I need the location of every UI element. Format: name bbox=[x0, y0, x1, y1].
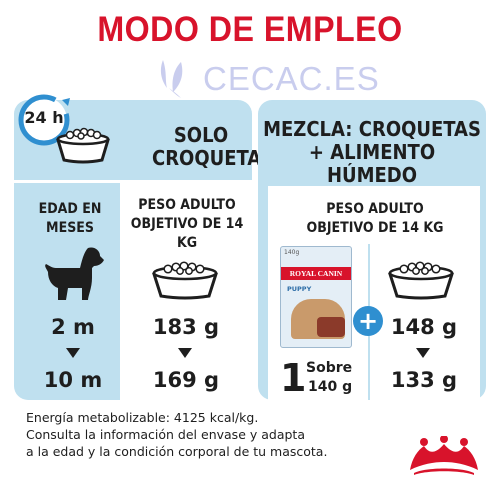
watermark-logo-icon bbox=[160, 60, 183, 98]
right-grams-row-1: 148 g bbox=[390, 315, 458, 339]
pouch-image: 140g ROYAL CANIN PUPPY bbox=[280, 246, 352, 348]
pouch-weight: 140 g bbox=[308, 379, 353, 395]
right-weight-label: PESO ADULTO OBJETIVO DE 14 KG bbox=[306, 201, 444, 236]
footer-line-2: Consulta la información del envase y ada… bbox=[26, 427, 305, 442]
age-row-2: 10 m bbox=[43, 368, 103, 392]
footer-line-1: Energía metabolizable: 4125 kcal/kg. bbox=[26, 410, 259, 425]
pouch-label: Sobre bbox=[306, 360, 353, 376]
left-grams-row-2: 169 g bbox=[152, 368, 220, 392]
pouch-count: 1 bbox=[280, 356, 307, 400]
right-grams-arrow-icon bbox=[416, 348, 430, 358]
pouch-size: 140g bbox=[284, 249, 300, 256]
watermark-text: CECAC.ES bbox=[203, 60, 380, 97]
royal-canin-crown-logo bbox=[410, 436, 478, 475]
plus-icon: + bbox=[353, 306, 383, 336]
pouch-variant: PUPPY bbox=[287, 285, 312, 293]
page-title: MODO DE EMPLEO bbox=[97, 10, 403, 49]
footer-line-3: a la edad y la condición corporal de tu … bbox=[26, 444, 328, 459]
left-grams-arrow-icon bbox=[178, 348, 192, 358]
pouch-brand-band bbox=[281, 267, 351, 280]
age-row-1: 2 m bbox=[51, 315, 95, 339]
clock-icon bbox=[18, 94, 70, 146]
pouch-food-photo bbox=[317, 317, 345, 337]
right-grams-row-2: 133 g bbox=[390, 368, 458, 392]
left-panel-header: SOLO CROQUETAS bbox=[152, 123, 275, 170]
badge-24h: 24 h bbox=[24, 108, 64, 127]
pouch-brand: ROYAL CANIN bbox=[289, 269, 343, 278]
kibble-bowl-icon-2 bbox=[152, 261, 218, 300]
left-weight-label: PESO ADULTO OBJETIVO DE 14 KG bbox=[130, 197, 244, 251]
left-panel-header-divider bbox=[14, 180, 252, 183]
kibble-bowl-icon bbox=[56, 127, 110, 164]
right-panel-header: MEZCLA: CROQUETAS + ALIMENTO HÚMEDO bbox=[263, 117, 481, 187]
age-label: EDAD EN MESES bbox=[38, 201, 102, 236]
kibble-bowl-icon-3 bbox=[388, 261, 454, 300]
plus-sign: + bbox=[357, 307, 379, 335]
age-arrow-icon bbox=[66, 348, 80, 358]
left-grams-row-1: 183 g bbox=[152, 315, 220, 339]
puppy-icon bbox=[45, 247, 104, 300]
